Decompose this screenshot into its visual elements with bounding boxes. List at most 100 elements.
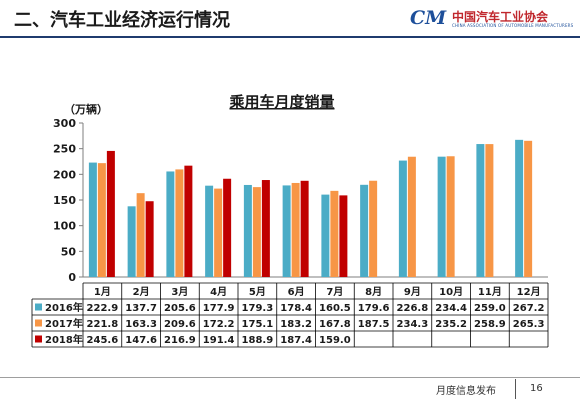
y-tick-label: 50 bbox=[61, 245, 77, 258]
footer-divider bbox=[0, 377, 580, 378]
y-tick-label: 100 bbox=[53, 220, 76, 233]
y-tick-label: 300 bbox=[53, 117, 76, 130]
bar-2017年-2月 bbox=[136, 193, 145, 277]
bar-2016年-6月 bbox=[282, 185, 291, 277]
y-tick-label: 150 bbox=[53, 194, 76, 207]
data-label: 267.2 bbox=[513, 303, 545, 314]
bar-2016年-3月 bbox=[166, 171, 175, 277]
data-label: 183.2 bbox=[280, 319, 312, 330]
legend-swatch-2017年 bbox=[35, 319, 42, 327]
x-category-label: 6月 bbox=[288, 286, 305, 298]
data-label: 187.4 bbox=[280, 335, 312, 346]
data-label: 205.6 bbox=[164, 303, 196, 314]
bar-2018年-7月 bbox=[339, 195, 348, 277]
bar-2016年-5月 bbox=[243, 184, 252, 277]
bar-2018年-4月 bbox=[223, 178, 232, 277]
caam-logo: CM 中国汽车工业协会 CHINA ASSOCIATION OF AUTOMOB… bbox=[410, 7, 574, 33]
bar-2017年-5月 bbox=[252, 187, 261, 277]
bar-2017年-4月 bbox=[214, 188, 223, 277]
data-label: 179.3 bbox=[242, 303, 274, 314]
bar-2017年-9月 bbox=[407, 156, 416, 277]
x-category-label: 1月 bbox=[94, 286, 111, 298]
y-axis-unit-label: （万辆） bbox=[64, 103, 108, 116]
y-tick-label: 0 bbox=[68, 271, 76, 284]
data-label: 191.4 bbox=[203, 335, 235, 346]
data-label: 221.8 bbox=[87, 319, 119, 330]
legend-swatch-2018年 bbox=[35, 335, 42, 343]
x-category-label: 8月 bbox=[365, 286, 382, 298]
logo-mark: CM bbox=[410, 7, 447, 29]
bar-2016年-8月 bbox=[360, 184, 369, 277]
data-label: 259.0 bbox=[474, 303, 506, 314]
slide-title: 二、汽车工业经济运行情况 bbox=[14, 10, 230, 31]
data-label: 159.0 bbox=[319, 335, 351, 346]
x-category-label: 4月 bbox=[210, 286, 227, 298]
footer-separator bbox=[515, 379, 516, 399]
data-label: 137.7 bbox=[125, 303, 157, 314]
bar-2018年-5月 bbox=[261, 180, 270, 277]
data-label: 177.9 bbox=[203, 303, 235, 314]
bar-2016年-4月 bbox=[205, 185, 214, 277]
data-label: 172.2 bbox=[203, 319, 235, 330]
y-tick-label: 200 bbox=[53, 168, 76, 181]
data-label: 226.8 bbox=[397, 303, 429, 314]
bar-2017年-10月 bbox=[446, 156, 455, 277]
legend-label: 2016年 bbox=[45, 301, 83, 314]
data-label: 234.3 bbox=[397, 319, 429, 330]
data-label: 187.5 bbox=[358, 319, 390, 330]
footer-text: 月度信息发布 bbox=[436, 386, 496, 397]
data-label: 147.6 bbox=[125, 335, 157, 346]
bar-2016年-9月 bbox=[398, 160, 407, 277]
bar-2018年-3月 bbox=[184, 165, 193, 277]
bar-2018年-6月 bbox=[300, 180, 309, 277]
y-tick-label: 250 bbox=[53, 143, 76, 156]
legend-label: 2017年 bbox=[45, 317, 83, 330]
logo-chinese-name: 中国汽车工业协会 bbox=[452, 10, 549, 24]
bar-2017年-1月 bbox=[97, 163, 106, 277]
data-label: 216.9 bbox=[164, 335, 196, 346]
data-label: 179.6 bbox=[358, 303, 390, 314]
data-label: 245.6 bbox=[87, 335, 119, 346]
title-divider bbox=[0, 36, 580, 38]
data-label: 160.5 bbox=[319, 303, 351, 314]
data-label: 235.2 bbox=[435, 319, 467, 330]
data-label: 265.3 bbox=[513, 319, 545, 330]
data-label: 163.3 bbox=[125, 319, 157, 330]
bar-2016年-7月 bbox=[321, 194, 330, 277]
bar-2016年-10月 bbox=[437, 156, 446, 277]
data-label: 167.8 bbox=[319, 319, 351, 330]
data-label: 178.4 bbox=[280, 303, 312, 314]
data-label: 222.9 bbox=[87, 303, 119, 314]
data-label: 258.9 bbox=[474, 319, 506, 330]
bar-2017年-7月 bbox=[330, 190, 339, 277]
x-category-label: 3月 bbox=[171, 286, 188, 298]
legend-swatch-2016年 bbox=[35, 303, 42, 311]
x-category-label: 2月 bbox=[133, 286, 150, 298]
x-category-label: 5月 bbox=[249, 286, 266, 298]
bar-2016年-1月 bbox=[88, 162, 97, 277]
data-label: 234.4 bbox=[435, 303, 467, 314]
x-category-label: 7月 bbox=[326, 286, 343, 298]
bar-2017年-12月 bbox=[524, 140, 533, 277]
data-label: 188.9 bbox=[242, 335, 274, 346]
x-category-label: 12月 bbox=[517, 286, 541, 298]
bar-2017年-6月 bbox=[291, 182, 300, 277]
logo-english-name: CHINA ASSOCIATION OF AUTOMOBILE MANUFACT… bbox=[452, 23, 574, 28]
bar-2016年-12月 bbox=[515, 139, 524, 277]
bar-2016年-2月 bbox=[127, 206, 136, 277]
data-label: 175.1 bbox=[242, 319, 274, 330]
x-category-label: 11月 bbox=[478, 286, 502, 298]
bar-2018年-2月 bbox=[145, 201, 154, 277]
bar-2018年-1月 bbox=[106, 150, 115, 277]
bar-2017年-11月 bbox=[485, 144, 494, 277]
data-label: 209.6 bbox=[164, 319, 196, 330]
legend-label: 2018年 bbox=[45, 333, 83, 346]
bar-2016年-11月 bbox=[476, 144, 485, 277]
chart-title: 乘用车月度销量 bbox=[228, 93, 334, 111]
bar-2017年-3月 bbox=[175, 169, 184, 277]
x-category-label: 10月 bbox=[439, 286, 463, 298]
bar-2017年-8月 bbox=[369, 180, 378, 277]
x-category-label: 9月 bbox=[404, 286, 421, 298]
page-number: 16 bbox=[530, 383, 543, 394]
